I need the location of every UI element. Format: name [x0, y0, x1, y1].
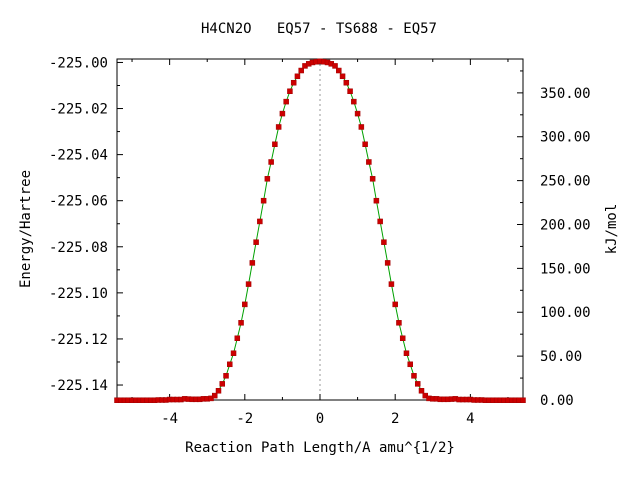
y2-tick-label: 300.00 [540, 130, 591, 146]
data-point [388, 281, 395, 287]
data-point [298, 67, 304, 74]
y-tick-label: -225.02 [49, 102, 108, 118]
data-point [332, 63, 338, 69]
data-point [403, 350, 410, 356]
y-axis-left: -225.14 -225.12 -225.10 -225.08 -225.06 -225.… [49, 55, 123, 394]
y-tick-label: -225.06 [49, 194, 108, 210]
y2-tick-label: 200.00 [540, 217, 591, 233]
x-axis-label: Reaction Path Length/A amu^{1/2} [185, 440, 455, 456]
data-point [249, 260, 256, 266]
y-axis-label: Energy/Hartree [18, 170, 34, 288]
data-point [264, 176, 271, 182]
data-point [219, 381, 226, 387]
data-point [381, 239, 387, 245]
y2-tick-label: 150.00 [540, 261, 591, 277]
data-point [384, 260, 391, 266]
x-tick-label: 0 [316, 411, 324, 427]
data-point [290, 79, 297, 86]
y-tick-label: -225.00 [49, 55, 108, 71]
y-tick-label: -225.12 [49, 332, 108, 348]
data-point [414, 381, 421, 387]
data-point [294, 73, 301, 80]
data-point [208, 395, 214, 402]
y2-tick-label: 100.00 [540, 305, 591, 321]
x-tick-label: -4 [161, 411, 178, 427]
x-tick-label: 4 [466, 411, 474, 427]
data-point [339, 73, 346, 80]
data-point [407, 361, 413, 368]
data-point [227, 361, 233, 368]
data-point [253, 239, 259, 245]
x-axis: -4 -2 0 2 4 [131, 59, 509, 427]
data-point [354, 110, 361, 117]
data-point [238, 320, 244, 326]
y2-tick-label: 0.00 [540, 393, 574, 409]
data-point [272, 141, 278, 147]
data-point [336, 67, 342, 74]
chart-title: H4CN2O EQ57 - TS688 - EQ57 [201, 21, 437, 37]
data-point [234, 335, 241, 342]
data-point [268, 159, 274, 165]
data-point [396, 320, 402, 326]
data-point [351, 98, 357, 105]
data-point [358, 124, 365, 130]
y-tick-label: -225.10 [49, 286, 108, 302]
data-point [422, 392, 429, 399]
data-point [242, 301, 248, 308]
data-point [377, 218, 383, 225]
data-point [283, 98, 289, 105]
data-point [392, 301, 398, 308]
data-point [215, 388, 222, 394]
y-axis-right: 0.00 50.00 100.00 150.00 200.00 250.00 300.00 3… [517, 70, 591, 409]
y2-axis-label: kJ/mol [604, 204, 620, 255]
y-tick-label: -225.08 [49, 240, 108, 256]
data-point [260, 197, 267, 204]
data-point [366, 159, 372, 165]
data-point [520, 397, 526, 403]
data-point [399, 335, 406, 342]
data-point [369, 176, 376, 182]
data-point [245, 281, 252, 287]
y-tick-label: -225.04 [49, 148, 108, 164]
data-point [257, 218, 263, 225]
data-point [279, 110, 286, 117]
data-point [275, 124, 282, 130]
data-point [362, 141, 368, 147]
data-point [343, 79, 350, 86]
data-point [287, 88, 293, 95]
x-tick-label: 2 [391, 411, 399, 427]
x-tick-label: -2 [236, 411, 253, 427]
data-point [230, 350, 237, 356]
data-point [418, 388, 425, 394]
y2-tick-label: 50.00 [540, 349, 582, 365]
data-point [411, 373, 417, 379]
data-point [347, 88, 353, 95]
y2-tick-label: 250.00 [540, 174, 591, 190]
data-point [373, 197, 380, 204]
data-points [114, 58, 526, 403]
data-point [223, 373, 229, 379]
data-point [211, 392, 218, 399]
y2-tick-label: 350.00 [540, 86, 591, 102]
y-tick-label: -225.14 [49, 378, 108, 394]
